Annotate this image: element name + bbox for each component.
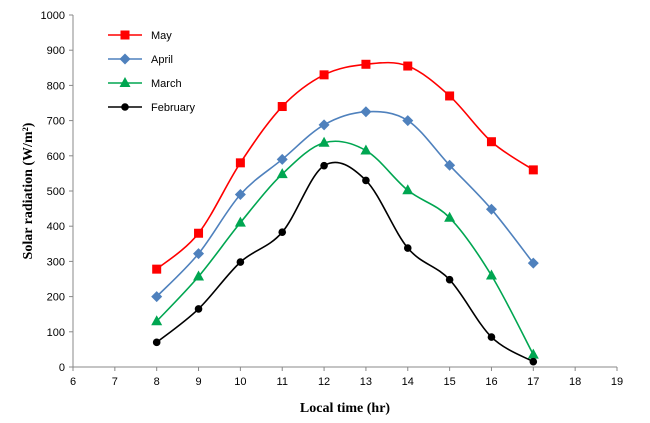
point-february <box>194 305 203 313</box>
point-february <box>403 244 412 252</box>
point-march <box>234 216 246 227</box>
point-may <box>361 59 371 69</box>
line-february <box>156 161 534 363</box>
x-tick-label: 16 <box>485 376 497 388</box>
x-tick-label: 10 <box>234 376 246 388</box>
x-tick-label: 12 <box>318 376 330 388</box>
y-tick-label: 900 <box>47 45 65 57</box>
y-tick-label: 1000 <box>41 10 65 22</box>
x-tick-label: 6 <box>70 376 76 388</box>
point-april <box>485 203 497 215</box>
x-tick-label: 17 <box>527 376 539 388</box>
point-april <box>276 153 288 165</box>
point-may <box>152 264 162 274</box>
line-march <box>156 140 535 356</box>
point-april <box>527 257 539 269</box>
legend-marker-may <box>120 30 130 40</box>
point-february <box>236 258 245 266</box>
point-april <box>234 189 246 201</box>
legend-label-march: March <box>151 78 182 90</box>
point-april <box>444 159 456 171</box>
point-april <box>402 115 414 127</box>
point-april <box>360 106 372 118</box>
point-march <box>360 144 372 155</box>
line-april <box>156 110 534 298</box>
y-tick-label: 800 <box>47 80 65 92</box>
point-march <box>193 270 205 281</box>
point-march <box>527 348 539 359</box>
x-tick-label: 15 <box>443 376 455 388</box>
y-axis-label: Solar radiation (W/m²) <box>21 122 36 259</box>
point-may <box>277 102 287 112</box>
point-march <box>151 315 163 326</box>
legend-label-february: February <box>151 102 196 114</box>
legend-label-april: April <box>151 54 173 66</box>
line-may <box>156 61 534 270</box>
y-tick-label: 400 <box>47 221 65 233</box>
point-march <box>444 211 456 222</box>
y-tick-label: 200 <box>47 292 65 304</box>
point-march <box>485 269 497 280</box>
y-tick-label: 600 <box>47 151 65 163</box>
y-tick-label: 0 <box>59 362 65 374</box>
legend-marker-april <box>119 53 131 65</box>
x-tick-label: 9 <box>195 376 201 388</box>
point-may <box>528 165 538 175</box>
y-tick-label: 300 <box>47 256 65 268</box>
x-tick-label: 13 <box>360 376 372 388</box>
legend-label-may: May <box>151 30 172 42</box>
point-may <box>486 137 496 147</box>
point-march <box>402 184 414 195</box>
point-march <box>318 136 330 147</box>
point-march <box>276 168 288 179</box>
x-tick-label: 8 <box>154 376 160 388</box>
point-may <box>235 158 245 168</box>
point-february <box>529 357 538 366</box>
x-axis-label: Local time (hr) <box>300 401 391 416</box>
point-february <box>445 275 454 284</box>
point-may <box>445 91 455 101</box>
point-april <box>151 291 163 303</box>
legend-marker-february <box>121 103 129 111</box>
point-february <box>487 333 496 341</box>
point-february <box>152 338 161 347</box>
x-tick-label: 18 <box>569 376 581 388</box>
point-may <box>194 228 204 238</box>
x-tick-label: 14 <box>402 376 414 388</box>
point-may <box>319 70 329 80</box>
point-february <box>320 161 328 170</box>
y-tick-label: 500 <box>47 186 65 198</box>
x-tick-label: 19 <box>611 376 623 388</box>
point-february <box>362 176 370 185</box>
x-tick-label: 7 <box>112 376 118 388</box>
point-april <box>193 248 205 260</box>
legend-marker-march <box>119 77 131 87</box>
point-may <box>403 61 413 71</box>
point-february <box>278 228 287 236</box>
x-tick-label: 11 <box>277 376 288 388</box>
point-april <box>318 119 330 131</box>
y-tick-label: 700 <box>47 116 65 128</box>
y-tick-label: 100 <box>47 327 65 339</box>
